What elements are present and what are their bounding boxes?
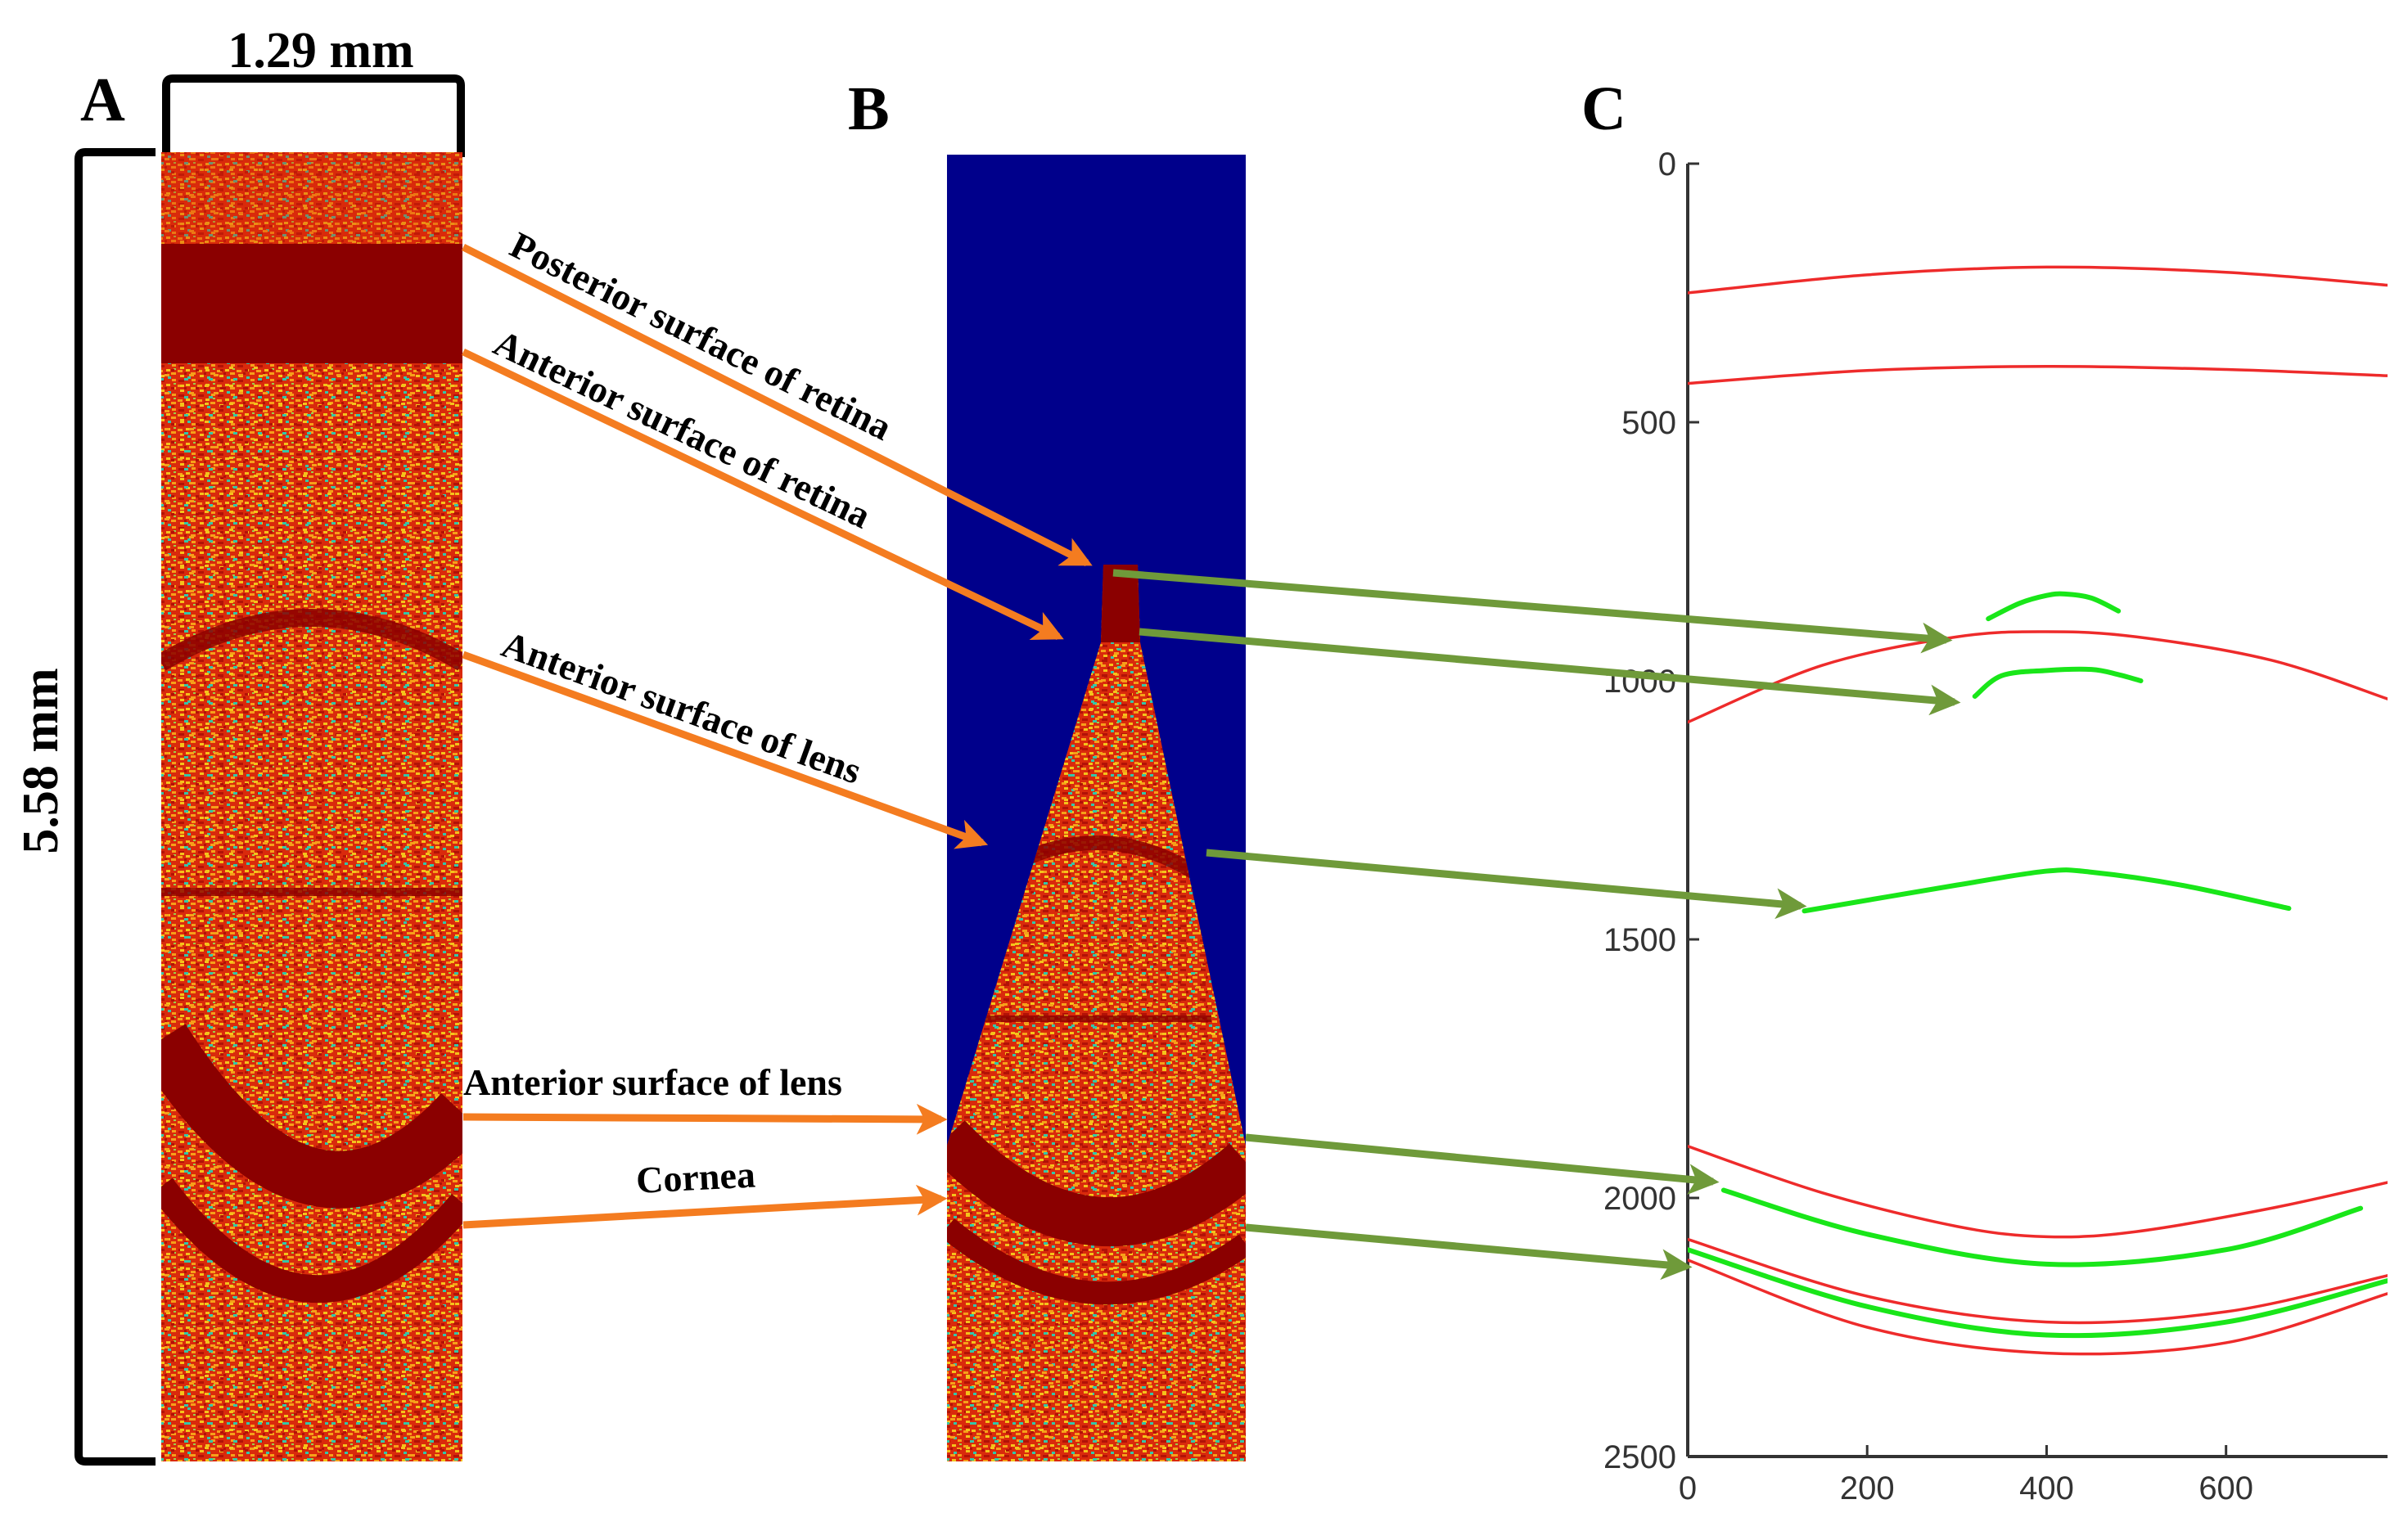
y-tick-label: 0 [1658, 146, 1676, 182]
retina-band [161, 244, 462, 363]
red-surface-curve-3 [1688, 630, 2388, 724]
orange-arrows [461, 243, 1093, 1229]
green-surface-curve-10 [1688, 1247, 2388, 1339]
x-tick-label: 400 [2019, 1470, 2074, 1506]
height-bracket [74, 148, 156, 1466]
y-tick-label: 500 [1621, 405, 1676, 441]
lens-anterior-band-a [161, 1024, 462, 1209]
green-surface-curve-8 [1720, 1187, 2364, 1268]
x-tick-label: 600 [2198, 1470, 2253, 1506]
green-surface-curve-6 [1801, 867, 2292, 914]
arrow-anterior-retina [462, 348, 1064, 641]
green-surface-curve-4 [1986, 591, 2122, 622]
green-arrows [1112, 569, 1961, 1281]
label-cornea: Cornea [635, 1153, 756, 1201]
label-anterior-lens-2: Anterior surface of lens [463, 1061, 842, 1103]
arrow-posterior-retina [461, 243, 1093, 567]
panel-b-label: B [848, 74, 890, 143]
green-surface-curve-5 [1972, 666, 2144, 699]
red-surface-curve-11 [1688, 1259, 2388, 1356]
arrow-to-posterior-retina-curve [1112, 569, 1953, 654]
arrow-anterior-lens-2 [462, 1103, 948, 1135]
y-tick-label: 1500 [1603, 922, 1676, 958]
height-dimension-label: 5.58 mm [13, 668, 69, 853]
arrow-to-lens-curve [1206, 849, 1807, 920]
panel-b: B [848, 74, 1246, 1461]
y-tick-label: 2500 [1603, 1439, 1676, 1475]
arrow-to-lens-anterior-curve [1245, 1133, 1720, 1195]
arrow-to-anterior-retina-curve [1139, 628, 1961, 716]
lens-anterior-band-b [947, 1120, 1246, 1247]
lens-posterior-band [161, 609, 462, 671]
red-surface-curve-1 [1688, 265, 2388, 295]
arrow-anterior-lens-1 [462, 651, 989, 849]
annotation-labels: Posterior surface of retina Anterior sur… [463, 223, 898, 1201]
red-surface-curve-7 [1688, 1145, 2388, 1239]
width-bracket [162, 74, 465, 157]
plot-axes [1686, 164, 2388, 1458]
label-anterior-lens-1: Anterior surface of lens [497, 623, 867, 791]
plot-curves [1688, 265, 2388, 1356]
cornea-band-a [161, 1178, 462, 1304]
panel-a: A 1.29 mm 5.58 mm [13, 23, 465, 1466]
oct-bscan-a [161, 152, 462, 1461]
x-tick-label: 200 [1840, 1470, 1895, 1506]
panel-a-label: A [80, 65, 125, 134]
arrow-cornea [462, 1184, 948, 1229]
red-surface-curve-2 [1688, 364, 2388, 385]
cornea-band-b [947, 1218, 1246, 1305]
arrow-to-cornea-curve [1245, 1223, 1693, 1281]
panel-c-label: C [1581, 74, 1626, 143]
y-tick-label: 2000 [1603, 1181, 1676, 1217]
width-dimension-label: 1.29 mm [228, 23, 413, 79]
x-tick-label: 0 [1679, 1470, 1697, 1506]
red-surface-curve-9 [1688, 1237, 2388, 1325]
